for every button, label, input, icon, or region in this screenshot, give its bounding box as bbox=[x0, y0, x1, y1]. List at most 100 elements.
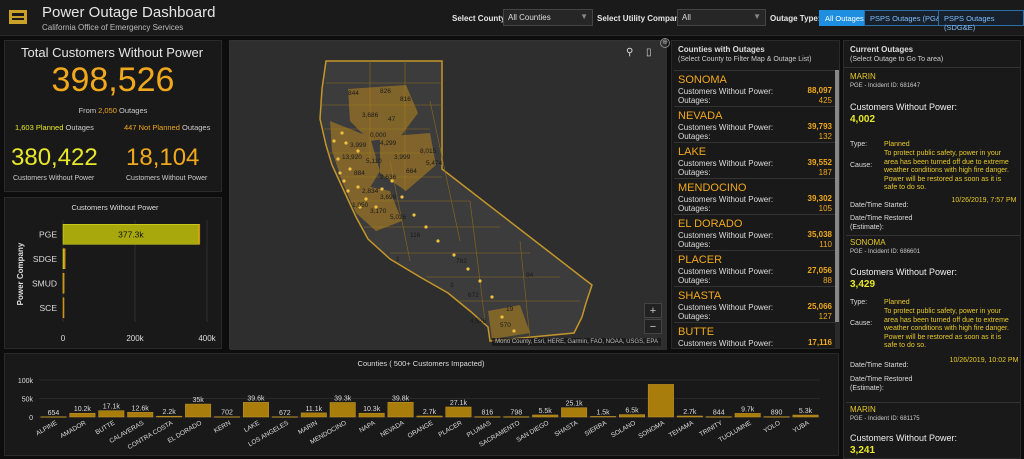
bookmark-icon[interactable]: ▯ bbox=[646, 47, 652, 58]
outage-point[interactable] bbox=[466, 267, 470, 271]
outage-point[interactable] bbox=[478, 279, 482, 283]
company-bar-notplanned[interactable] bbox=[198, 224, 201, 245]
outage-point[interactable] bbox=[374, 205, 378, 209]
counties-scrollbar[interactable] bbox=[835, 70, 839, 348]
outage-point[interactable] bbox=[512, 329, 516, 333]
outage-point[interactable] bbox=[436, 239, 440, 243]
county-bar[interactable] bbox=[705, 416, 732, 418]
county-chart-category: TEHAMA bbox=[668, 419, 696, 439]
outage-county: MARIN bbox=[850, 405, 876, 414]
county-select[interactable]: All Counties ▼ bbox=[503, 9, 593, 26]
county-card[interactable]: PLACER Customers Without Power: 27,056 Outa… bbox=[674, 250, 836, 285]
county-bar[interactable] bbox=[387, 402, 414, 418]
expand-icon[interactable]: ⊕ bbox=[660, 38, 670, 48]
county-card[interactable]: MENDOCINO Customers Without Power: 39,302 O… bbox=[674, 178, 836, 213]
map-label: 844 bbox=[348, 90, 359, 97]
county-bar[interactable] bbox=[69, 412, 96, 418]
county-bar[interactable] bbox=[300, 412, 327, 418]
county-bar[interactable] bbox=[619, 414, 645, 418]
county-bar[interactable] bbox=[416, 415, 443, 418]
outage-point[interactable] bbox=[380, 187, 384, 191]
map-label: 94 bbox=[526, 272, 534, 279]
county-bar[interactable] bbox=[185, 403, 212, 418]
company-bar-notplanned[interactable] bbox=[62, 273, 65, 294]
county-outages-label: Outages: bbox=[678, 132, 711, 141]
map-label: 664 bbox=[406, 168, 417, 175]
outage-point[interactable] bbox=[338, 171, 342, 175]
outage-type-value: Planned bbox=[884, 299, 910, 306]
county-bar[interactable] bbox=[590, 416, 617, 418]
county-name: LAKE bbox=[678, 146, 707, 158]
county-bar[interactable] bbox=[40, 416, 67, 418]
outage-point[interactable] bbox=[424, 225, 428, 229]
outage-item[interactable]: MARIN PGE - Incident ID: 681647 Customer… bbox=[844, 68, 1020, 233]
county-bar[interactable] bbox=[98, 410, 125, 418]
county-bar[interactable] bbox=[214, 416, 240, 418]
county-card[interactable]: NEVADA Customers Without Power: 39,793 Outa… bbox=[674, 106, 836, 141]
all-outages-button[interactable]: All Outages bbox=[819, 10, 870, 26]
map-label: 1,050 bbox=[352, 202, 369, 209]
county-bar[interactable] bbox=[474, 416, 501, 418]
county-card[interactable]: EL DORADO Customers Without Power: 35,038 O… bbox=[674, 214, 836, 249]
outage-point[interactable] bbox=[348, 167, 352, 171]
outage-point[interactable] bbox=[332, 139, 336, 143]
outage-point[interactable] bbox=[412, 213, 416, 217]
zoom-in-button[interactable]: + bbox=[644, 303, 662, 318]
outage-point[interactable] bbox=[500, 315, 504, 319]
county-card[interactable]: SONOMA Customers Without Power: 88,097 Outa… bbox=[674, 70, 836, 105]
outage-point[interactable] bbox=[390, 179, 394, 183]
outage-item[interactable]: MARIN PGE - Incident ID: 681175 Customer… bbox=[844, 403, 1020, 458]
outage-point[interactable] bbox=[364, 197, 368, 201]
county-bar[interactable] bbox=[647, 384, 674, 418]
outage-point[interactable] bbox=[346, 189, 350, 193]
county-chart-category: PLACER bbox=[437, 420, 463, 439]
zoom-out-button[interactable]: − bbox=[644, 319, 662, 334]
company-bar-notplanned[interactable] bbox=[63, 248, 66, 269]
planned-suffix: Outages bbox=[65, 123, 94, 132]
outage-county: SONOMA bbox=[850, 238, 886, 247]
outage-point[interactable] bbox=[342, 179, 346, 183]
county-bar[interactable] bbox=[676, 415, 703, 418]
county-bar[interactable] bbox=[734, 413, 761, 418]
county-bar[interactable] bbox=[561, 407, 588, 418]
county-bar-label: 5.3k bbox=[799, 408, 813, 415]
outage-point[interactable] bbox=[452, 253, 456, 257]
county-card[interactable]: BUTTE Customers Without Power: 17,116 bbox=[674, 322, 836, 348]
map-label: 816 bbox=[400, 96, 411, 103]
county-bar[interactable] bbox=[792, 414, 819, 418]
county-bar[interactable] bbox=[329, 402, 356, 418]
county-bar[interactable] bbox=[242, 402, 269, 418]
psps-sdge-button[interactable]: PSPS Outages (SDG&E) bbox=[938, 10, 1024, 32]
county-card[interactable]: SHASTA Customers Without Power: 25,066 Outa… bbox=[674, 286, 836, 321]
outage-count-line: From 2,050 Outages bbox=[5, 106, 221, 115]
county-bar[interactable] bbox=[763, 416, 790, 418]
outage-point[interactable] bbox=[400, 195, 404, 199]
counties-scroll-thumb[interactable] bbox=[835, 70, 839, 322]
app-subtitle: California Office of Emergency Services bbox=[42, 23, 184, 32]
outage-point[interactable] bbox=[340, 131, 344, 135]
outage-point[interactable] bbox=[490, 295, 494, 299]
county-bar[interactable] bbox=[271, 416, 298, 418]
company-bar-notplanned[interactable] bbox=[62, 297, 65, 318]
county-bar[interactable] bbox=[503, 416, 530, 418]
outage-point[interactable] bbox=[356, 149, 360, 153]
county-bar[interactable] bbox=[532, 414, 559, 418]
outage-cwp-value: 3,429 bbox=[850, 279, 876, 290]
search-icon[interactable]: ⚲ bbox=[626, 47, 634, 58]
county-bar[interactable] bbox=[445, 406, 472, 418]
county-bar[interactable] bbox=[156, 415, 183, 418]
county-bar[interactable] bbox=[358, 412, 385, 418]
map-panel[interactable]: 844 826 816 3,686 47 0,000 3,999 4,299 13,920 5,1… bbox=[229, 40, 667, 350]
outage-item[interactable]: SONOMA PGE - Incident ID: 686601 Custome… bbox=[844, 236, 1020, 401]
county-card[interactable]: LAKE Customers Without Power: 39,552 Outage… bbox=[674, 142, 836, 177]
outage-type-value: Planned bbox=[884, 141, 910, 148]
outage-point[interactable] bbox=[336, 157, 340, 161]
outage-point[interactable] bbox=[344, 141, 348, 145]
map-label: 2,834 bbox=[362, 188, 379, 195]
utility-select[interactable]: All ▼ bbox=[677, 9, 766, 26]
company-chart: Customers Without Power Power Company 37… bbox=[16, 203, 217, 343]
outage-point[interactable] bbox=[358, 205, 362, 209]
outage-point[interactable] bbox=[356, 185, 360, 189]
county-bar[interactable] bbox=[127, 412, 154, 418]
